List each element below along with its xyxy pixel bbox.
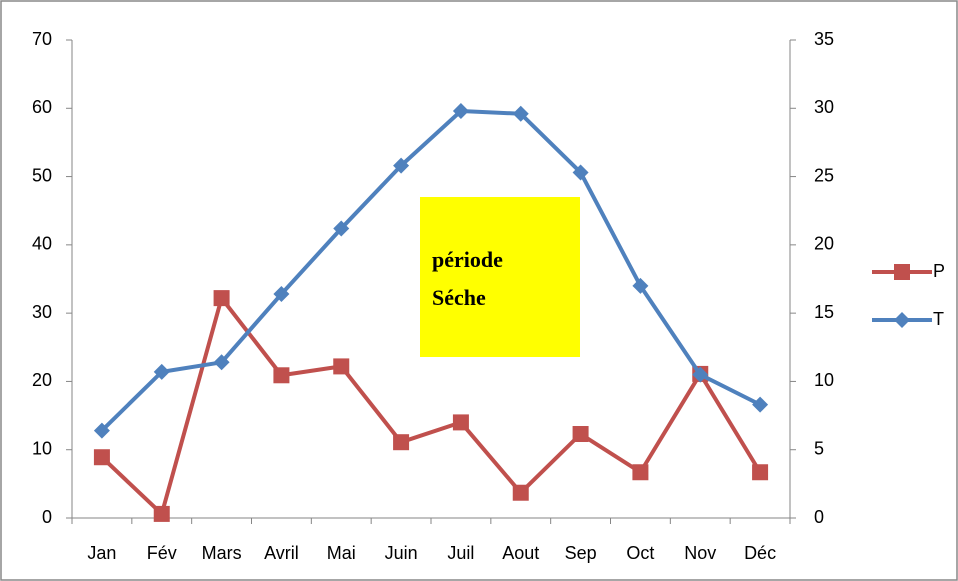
x-tick-label: Nov [684,543,716,563]
data-point [512,484,529,501]
x-tick-label: Juil [447,543,474,563]
data-point [213,290,230,307]
y2-tick-label: 30 [814,97,834,117]
legend-label: T [933,309,944,329]
y2-tick-label: 10 [814,370,834,390]
data-point [273,286,290,303]
data-point [632,464,649,481]
series-line [100,296,762,516]
y-tick-label: 30 [32,302,52,322]
y2-tick-label: 0 [814,507,824,527]
y2-tick-label: 25 [814,165,834,185]
data-point [153,363,170,380]
y-tick-label: 60 [32,97,52,117]
y2-tick-label: 35 [814,29,834,49]
data-point [692,366,709,383]
data-point [333,358,350,375]
data-point [752,464,769,481]
y-tick-label: 10 [32,438,52,458]
legend-marker [894,264,910,280]
y2-tick-label: 5 [814,438,824,458]
data-point [393,157,410,174]
x-tick-label: Sep [565,543,597,563]
y2-tick-label: 15 [814,302,834,322]
x-tick-label: Mai [327,543,356,563]
x-tick-label: Juin [385,543,418,563]
legend-label: P [933,261,945,281]
y-tick-label: 50 [32,165,52,185]
x-tick-label: Aout [502,543,539,563]
data-point [452,414,469,431]
data-point [93,422,110,439]
data-point [153,505,170,522]
x-tick-label: Déc [744,543,776,563]
annotation-text: période [432,247,503,272]
y-tick-label: 0 [42,507,52,527]
annotation-text: Séche [432,285,486,310]
data-point [273,367,290,384]
y2-tick-label: 20 [814,234,834,254]
x-tick-label: Avril [264,543,299,563]
data-point [93,449,110,466]
data-point [452,103,469,120]
series-line [100,109,761,433]
annotation-box [420,197,580,357]
data-point [333,220,350,237]
data-point [393,434,410,451]
x-tick-label: Fév [147,543,177,563]
legend-marker [894,312,910,328]
data-point [213,354,230,371]
data-point [632,277,649,294]
x-tick-label: Oct [626,543,654,563]
x-tick-label: Jan [87,543,116,563]
y-tick-label: 70 [32,29,52,49]
y-tick-label: 40 [32,234,52,254]
data-point [572,164,589,181]
data-point [572,426,589,443]
y-tick-label: 20 [32,370,52,390]
x-tick-label: Mars [202,543,242,563]
data-point [752,396,769,413]
data-point [512,105,529,122]
